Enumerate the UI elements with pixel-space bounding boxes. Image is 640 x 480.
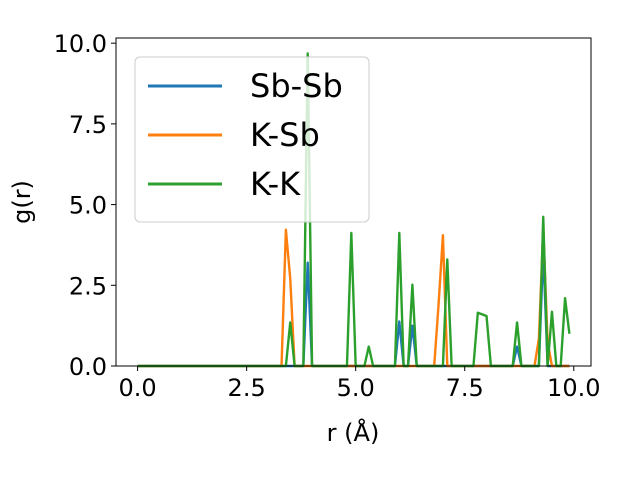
x-tick-label: 5.0 — [337, 374, 375, 402]
y-tick-label: 10.0 — [54, 30, 107, 58]
y-axis-label: g(r) — [8, 180, 36, 224]
x-tick-label: 7.5 — [446, 374, 484, 402]
x-axis-label: r (Å) — [327, 418, 380, 447]
y-tick-label: 7.5 — [69, 111, 107, 139]
legend-label-k-k: K-K — [250, 165, 301, 203]
x-tick-label: 2.5 — [228, 374, 266, 402]
y-tick-label: 0.0 — [69, 353, 107, 381]
x-tick-label: 0.0 — [119, 374, 157, 402]
y-axis: 0.0 2.5 5.0 7.5 10.0 — [54, 30, 116, 381]
legend-box — [134, 56, 370, 223]
y-tick-label: 2.5 — [69, 272, 107, 300]
legend: Sb-Sb K-Sb K-K — [134, 56, 370, 223]
y-tick-label: 5.0 — [69, 192, 107, 220]
x-axis: 0.0 2.5 5.0 7.5 10.0 — [119, 366, 600, 402]
legend-label-k-sb: K-Sb — [250, 116, 320, 154]
plot-frame — [115, 37, 592, 367]
legend-label-sb-sb: Sb-Sb — [250, 67, 343, 105]
x-tick-label: 10.0 — [547, 374, 600, 402]
